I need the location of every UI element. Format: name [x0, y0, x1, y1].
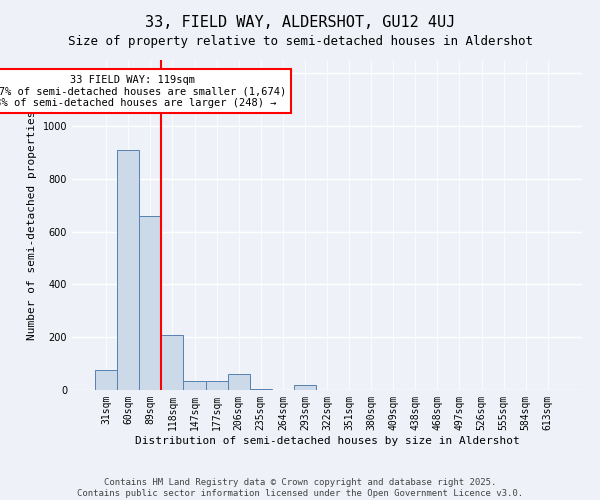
- Bar: [161, 334, 184, 390]
- X-axis label: Distribution of semi-detached houses by size in Aldershot: Distribution of semi-detached houses by …: [134, 436, 520, 446]
- Bar: [117, 150, 139, 390]
- Bar: [139, 216, 161, 390]
- Text: Contains HM Land Registry data © Crown copyright and database right 2025.
Contai: Contains HM Land Registry data © Crown c…: [77, 478, 523, 498]
- Bar: [294, 384, 316, 390]
- Text: Size of property relative to semi-detached houses in Aldershot: Size of property relative to semi-detach…: [67, 35, 533, 48]
- Text: 33, FIELD WAY, ALDERSHOT, GU12 4UJ: 33, FIELD WAY, ALDERSHOT, GU12 4UJ: [145, 15, 455, 30]
- Bar: [250, 388, 272, 390]
- Bar: [206, 381, 227, 390]
- Text: 33 FIELD WAY: 119sqm
← 87% of semi-detached houses are smaller (1,674)
13% of se: 33 FIELD WAY: 119sqm ← 87% of semi-detac…: [0, 74, 286, 108]
- Y-axis label: Number of semi-detached properties: Number of semi-detached properties: [27, 110, 37, 340]
- Bar: [184, 381, 206, 390]
- Bar: [95, 370, 117, 390]
- Bar: [227, 374, 250, 390]
